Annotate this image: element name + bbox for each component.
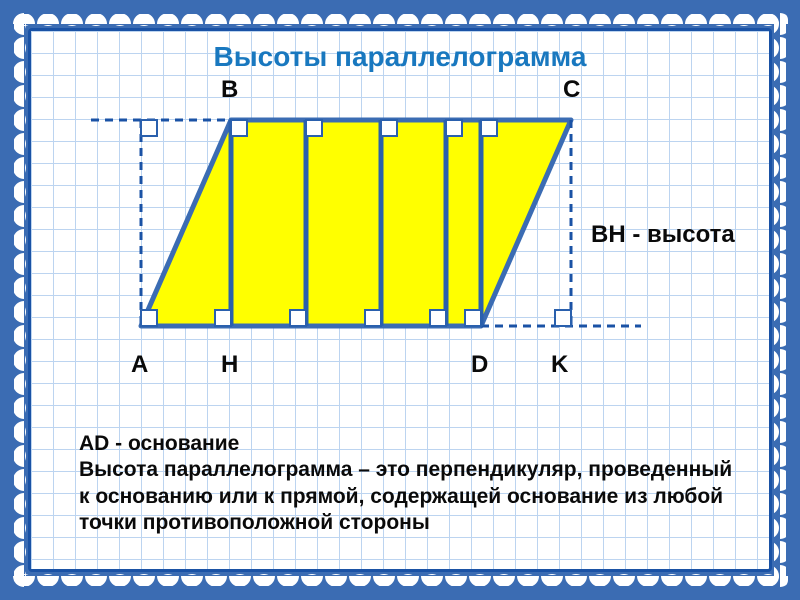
height-label: BH - высота [591,221,735,249]
def-line-2: Высота параллелограмма – это перпендикул… [79,457,749,483]
page-title: Высоты параллелограмма [31,41,769,73]
def-line-3: к основанию или к прямой, содержащей осн… [79,484,749,537]
point-H: H [221,351,238,379]
def-line-1: AD - основание [79,431,749,457]
point-K: K [551,351,568,379]
definition-text: AD - основание Высота параллелограмма – … [79,431,749,536]
point-B: B [221,76,238,104]
point-C: C [563,76,580,104]
point-A: A [131,351,148,379]
point-D: D [471,351,488,379]
inner-panel: Высоты параллелограмма B C A H D K BH - … [28,28,772,572]
outer-frame: Высоты параллелограмма B C A H D K BH - … [0,0,800,600]
